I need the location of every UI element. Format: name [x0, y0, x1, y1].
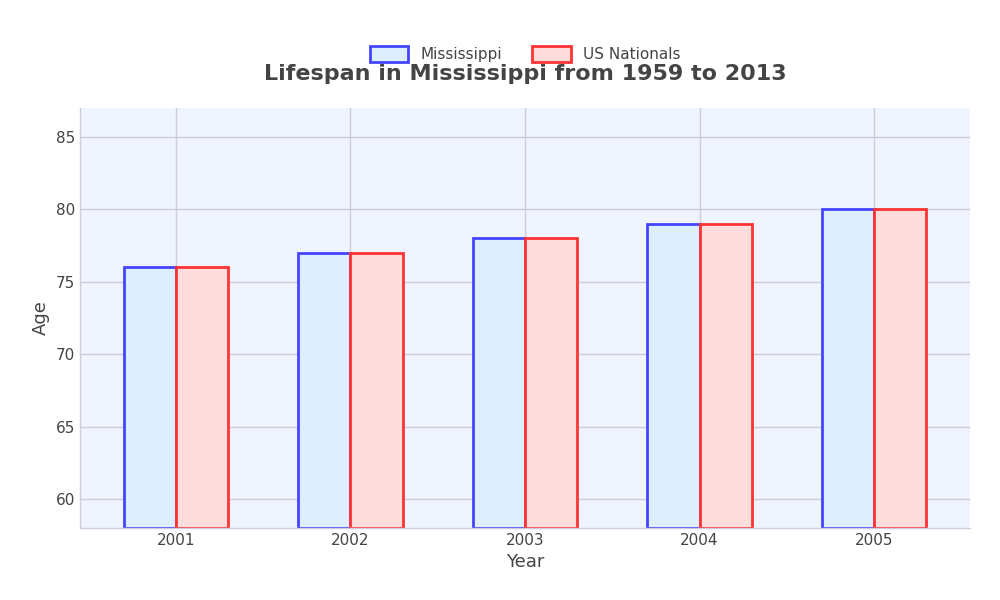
Bar — [647, 224, 700, 528]
Bar — [298, 253, 350, 528]
Bar — [700, 224, 752, 528]
Bar — [350, 253, 403, 528]
Bar — [176, 268, 228, 528]
Bar — [874, 209, 926, 528]
Bar — [124, 268, 176, 528]
X-axis label: Year: Year — [506, 553, 544, 571]
Title: Lifespan in Mississippi from 1959 to 2013: Lifespan in Mississippi from 1959 to 201… — [264, 64, 786, 84]
Bar — [822, 209, 874, 528]
Bar — [525, 238, 577, 528]
Y-axis label: Age: Age — [32, 301, 50, 335]
Bar — [473, 238, 525, 528]
Legend: Mississippi, US Nationals: Mississippi, US Nationals — [364, 40, 686, 68]
